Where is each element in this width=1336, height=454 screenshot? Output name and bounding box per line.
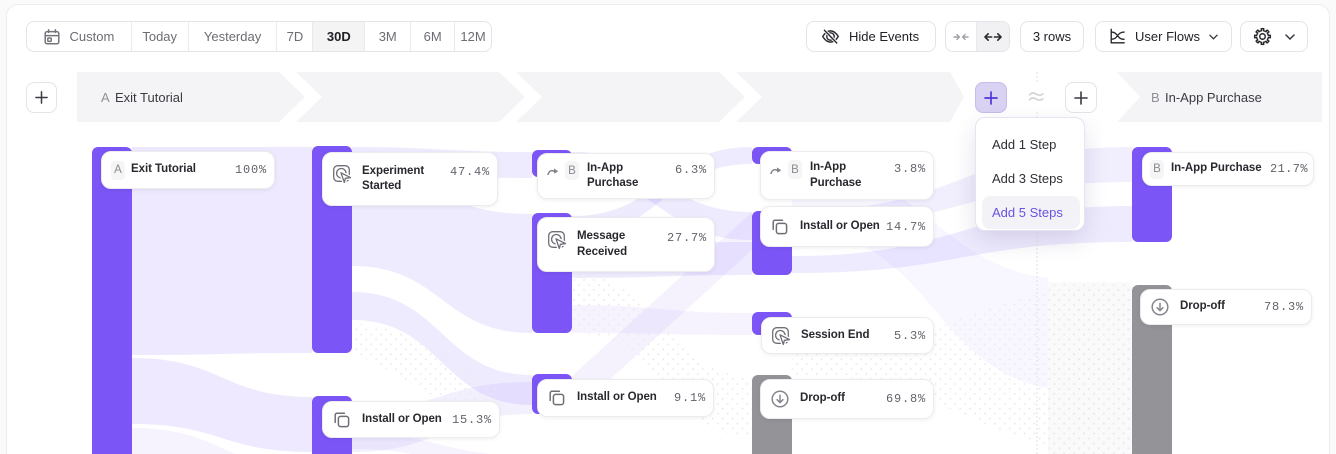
svg-text:Exit Tutorial: Exit Tutorial (115, 90, 183, 105)
svg-text:A: A (101, 90, 110, 105)
svg-text:In-App Purchase: In-App Purchase (1165, 90, 1262, 105)
svg-text:B: B (1151, 90, 1160, 105)
